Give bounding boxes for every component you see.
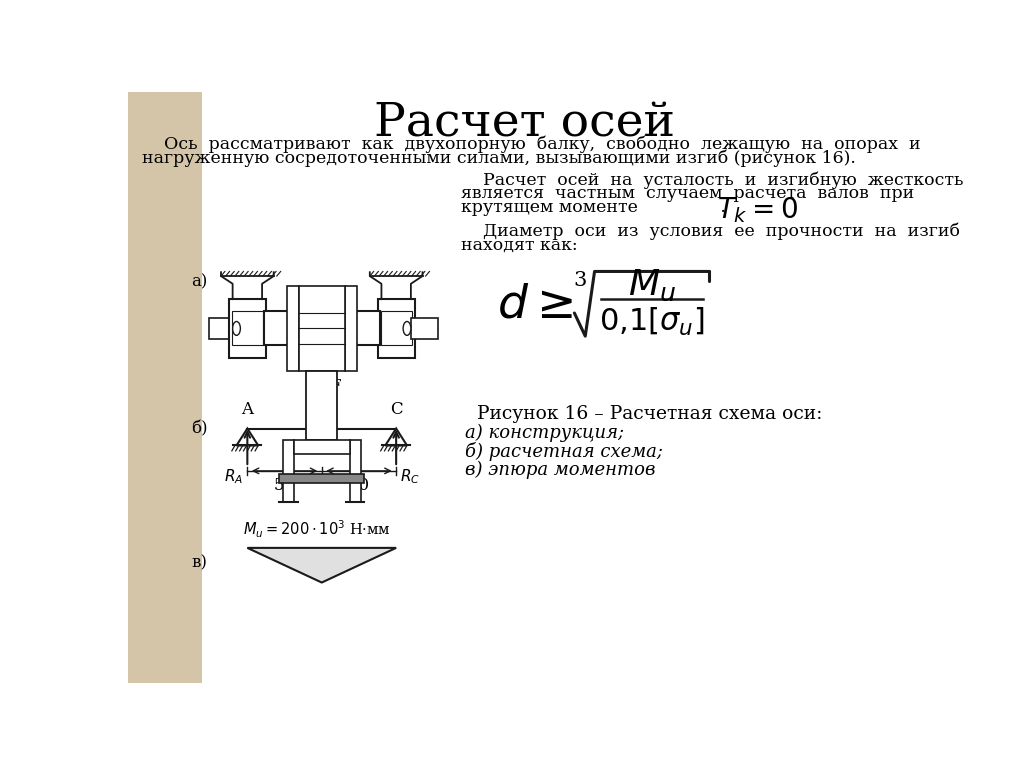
Bar: [280, 474, 365, 483]
Polygon shape: [248, 548, 396, 582]
Ellipse shape: [232, 321, 241, 335]
Text: F: F: [330, 377, 341, 395]
Text: 50: 50: [348, 477, 370, 494]
Text: является  частным  случаем  расчета  валов  при: является частным случаем расчета валов п…: [461, 185, 914, 202]
Text: нагруженную сосредоточенными силами, вызывающими изгиб (рисунок 16).: нагруженную сосредоточенными силами, выз…: [142, 150, 856, 167]
Bar: [299, 286, 345, 370]
Text: B: B: [315, 400, 328, 418]
Text: б) расчетная схема;: б) расчетная схема;: [465, 443, 664, 462]
Text: а) конструкция;: а) конструкция;: [465, 424, 625, 442]
Text: в): в): [191, 555, 208, 571]
Text: $M_u = 200 \cdot 10^3$ Н·мм: $M_u = 200 \cdot 10^3$ Н·мм: [244, 518, 391, 540]
Text: б): б): [191, 420, 208, 437]
Text: крутящем моменте               .: крутящем моменте .: [461, 199, 726, 216]
Text: в) эпюра моментов: в) эпюра моментов: [465, 461, 655, 479]
Text: 50: 50: [274, 477, 295, 494]
Bar: [231, 311, 263, 345]
Bar: [128, 92, 202, 683]
Bar: [209, 318, 232, 339]
Bar: [228, 299, 266, 357]
Text: Расчет осей: Расчет осей: [375, 101, 675, 146]
Text: $0{,}1[\sigma_{u}]$: $0{,}1[\sigma_{u}]$: [599, 306, 705, 338]
Text: Ось  рассматривают  как  двухопорную  балку,  свободно  лежащую  на  опорах  и: Ось рассматривают как двухопорную балку,…: [142, 136, 921, 153]
Bar: [263, 311, 380, 345]
Bar: [306, 370, 337, 440]
Bar: [294, 440, 349, 454]
Text: находят как:: находят как:: [461, 237, 578, 254]
Text: Расчет  осей  на  усталость  и  изгибную  жесткость: Расчет осей на усталость и изгибную жест…: [461, 171, 964, 189]
Ellipse shape: [403, 321, 411, 335]
Bar: [349, 440, 360, 502]
Text: $T_k = 0$: $T_k = 0$: [717, 196, 798, 225]
Text: а): а): [191, 274, 208, 291]
Bar: [381, 311, 412, 345]
Text: 3: 3: [573, 272, 587, 290]
Text: Диаметр  оси  из  условия  ее  прочности  на  изгиб: Диаметр оси из условия ее прочности на и…: [461, 223, 961, 240]
Bar: [378, 299, 415, 357]
Bar: [283, 440, 294, 502]
Text: $d \geq$: $d \geq$: [497, 283, 572, 328]
Bar: [411, 318, 438, 339]
Bar: [287, 286, 299, 370]
Text: $R_C$: $R_C$: [400, 467, 420, 486]
Text: A: A: [242, 400, 253, 418]
Bar: [345, 286, 356, 370]
Text: C: C: [390, 400, 402, 418]
Text: $\mathit{M}_{u}$: $\mathit{M}_{u}$: [628, 268, 676, 303]
Text: $R_A$: $R_A$: [224, 467, 243, 486]
Text: Рисунок 16 – Расчетная схема оси:: Рисунок 16 – Расчетная схема оси:: [465, 406, 822, 423]
Wedge shape: [128, 92, 202, 165]
